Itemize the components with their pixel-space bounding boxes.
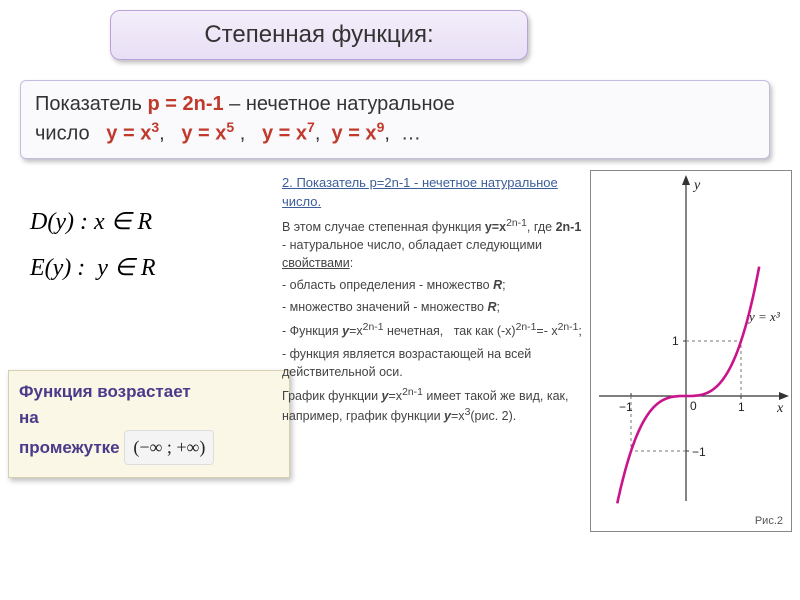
svg-text:1: 1 [672, 334, 679, 348]
svg-text:y: y [692, 178, 701, 193]
sub-p: p = 2n-1 [147, 93, 223, 115]
sub-sup3: 3 [151, 119, 159, 135]
inc-l2: на [19, 405, 279, 431]
inc-l1: Функция возрастает [19, 379, 279, 405]
d-b3sup2: 2n-1 [516, 322, 537, 333]
sub-l1a: Показатель [35, 93, 147, 115]
math-box: D(y) : x ∈ R E(y) : y ∈ R [30, 200, 156, 291]
increase-box: Функция возрастает на промежутке (−∞ ; +… [8, 370, 290, 478]
d-b1b: R [493, 278, 502, 292]
d-b2a: - множество значений - множество [282, 300, 487, 314]
inc-interval: (−∞ ; +∞) [124, 430, 214, 465]
d-p1a: В этом случае степенная функция [282, 220, 485, 234]
d-p1sup: 2n-1 [506, 218, 527, 229]
sub-eq3: у = х [262, 123, 307, 145]
svg-text:−1: −1 [692, 445, 706, 459]
sub-eq1: у = х [106, 123, 151, 145]
sub-l1b: – нечетное натуральное [224, 93, 455, 115]
svg-text:1: 1 [738, 400, 745, 414]
desc-p1: В этом случае степенная функция y=x2n-1,… [282, 216, 584, 273]
desc-b3: - Функция y=x2n-1 нечетная, так как (-x)… [282, 320, 584, 340]
graph-box: y x 0 1 −1 1 −1 y = x³ Рис.2 [590, 170, 792, 532]
d-b5a: График функции [282, 389, 382, 403]
sub-c2: , [234, 123, 262, 145]
sub-tail: , … [384, 123, 421, 145]
desc-b1: - область определения - множество R; [282, 276, 584, 294]
d-b3e: =- x [536, 325, 557, 339]
desc-b4: - функция является возрастающей на всей … [282, 345, 584, 381]
d-b3c: =x [349, 325, 363, 339]
d-p1g: : [350, 256, 353, 270]
svg-text:x: x [776, 401, 784, 416]
d-b3sup3: 2n-1 [558, 322, 579, 333]
title-box: Степенная функция: [110, 10, 528, 60]
desc-box: 2. Показатель p=2n-1 - нечетное натураль… [282, 170, 584, 430]
d-b5sup: 2n-1 [402, 387, 423, 398]
desc-b5: График функции y=x2n-1 имеет такой же ви… [282, 385, 584, 426]
svg-text:−1: −1 [619, 400, 633, 414]
sub-c3: , [315, 123, 332, 145]
d-b5b: y [382, 389, 389, 403]
sub-eq2: у = х [181, 123, 226, 145]
svg-text:y = x³: y = x³ [747, 309, 781, 324]
d-b3d: нечетная, так как (-x) [384, 325, 516, 339]
d-b5f: =x [451, 409, 465, 423]
d-p1f: свойствами [282, 256, 350, 270]
d-p1b: y=x [485, 220, 506, 234]
svg-text:0: 0 [690, 399, 697, 413]
d-b5e: y [444, 409, 451, 423]
graph-svg: y x 0 1 −1 1 −1 y = x³ [591, 171, 791, 511]
d-b3sup: 2n-1 [363, 322, 384, 333]
subtitle-box: Показатель p = 2n-1 – нечетное натуральн… [20, 80, 770, 159]
d-b5c: =x [389, 389, 403, 403]
inc-l3: промежутке [19, 438, 120, 457]
sub-eq4: у = х [332, 123, 377, 145]
d-b5g: (рис. 2). [470, 409, 516, 423]
sub-l2a: число [35, 123, 106, 145]
d-p1d: 2n-1 [556, 220, 582, 234]
math-line1: D(y) : x ∈ R [30, 200, 156, 246]
desc-b2: - множество значений - множество R; [282, 298, 584, 316]
math-line2: E(y) : y ∈ R [30, 246, 156, 292]
d-p1e: - натуральное число, обладает следующими [282, 238, 542, 252]
d-b1c: ; [502, 278, 505, 292]
d-b1a: - область определения - множество [282, 278, 493, 292]
sub-c1: , [159, 123, 181, 145]
title-text: Степенная функция: [204, 21, 433, 48]
desc-head: 2. Показатель p=2n-1 - нечетное натураль… [282, 174, 584, 212]
graph-caption: Рис.2 [755, 515, 783, 527]
d-b2c: ; [496, 300, 499, 314]
sub-sup7: 7 [307, 119, 315, 135]
d-b3a: - Функция [282, 325, 342, 339]
d-p1c: , где [527, 220, 556, 234]
d-b3f: ; [578, 325, 581, 339]
